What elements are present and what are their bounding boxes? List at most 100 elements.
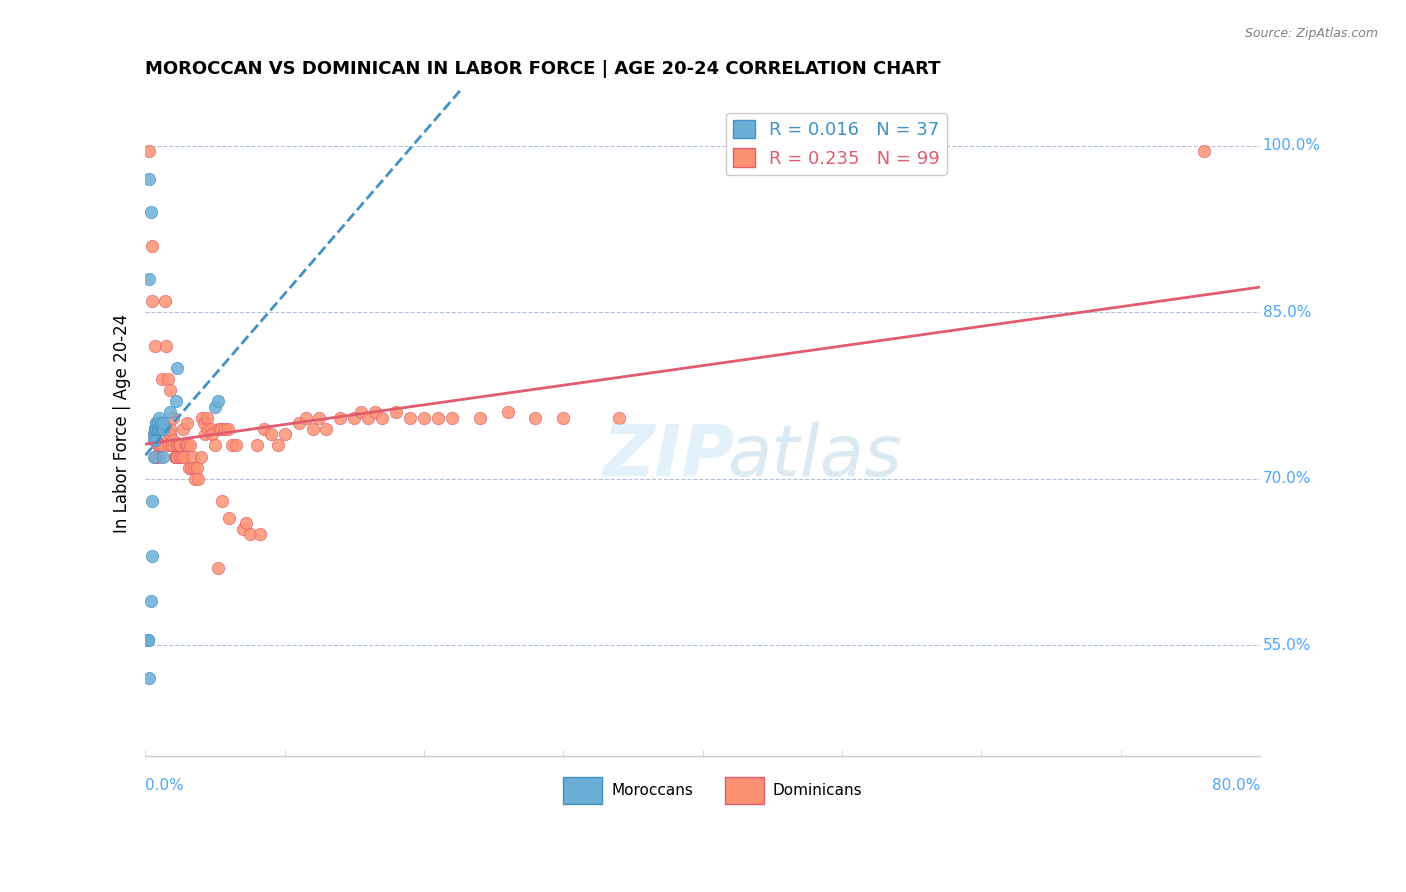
Point bbox=[218, 510, 240, 524]
Point bbox=[165, 450, 187, 464]
Point bbox=[553, 410, 575, 425]
Point bbox=[141, 494, 163, 508]
Point bbox=[211, 494, 233, 508]
Point bbox=[162, 433, 184, 447]
Point bbox=[468, 410, 491, 425]
Point bbox=[159, 427, 181, 442]
Point bbox=[426, 410, 449, 425]
Point bbox=[160, 438, 183, 452]
Point bbox=[152, 422, 174, 436]
Text: atlas: atlas bbox=[727, 422, 901, 491]
Point bbox=[150, 422, 173, 436]
Point bbox=[148, 422, 170, 436]
Point bbox=[150, 372, 173, 386]
Point bbox=[249, 527, 271, 541]
Text: 0.0%: 0.0% bbox=[145, 779, 184, 793]
Y-axis label: In Labor Force | Age 20-24: In Labor Force | Age 20-24 bbox=[114, 314, 131, 533]
Point bbox=[167, 438, 190, 452]
Point bbox=[148, 450, 170, 464]
Point bbox=[385, 405, 408, 419]
Text: MOROCCAN VS DOMINICAN IN LABOR FORCE | AGE 20-24 CORRELATION CHART: MOROCCAN VS DOMINICAN IN LABOR FORCE | A… bbox=[145, 60, 941, 78]
Point bbox=[191, 410, 214, 425]
Text: 100.0%: 100.0% bbox=[1263, 138, 1320, 153]
Point bbox=[153, 294, 176, 309]
Point bbox=[253, 422, 276, 436]
Point bbox=[350, 405, 373, 419]
FancyBboxPatch shape bbox=[564, 778, 602, 804]
Point bbox=[301, 422, 323, 436]
Point bbox=[165, 450, 187, 464]
Point bbox=[146, 438, 169, 452]
Point bbox=[1194, 145, 1216, 159]
Point bbox=[208, 422, 231, 436]
Point bbox=[142, 427, 165, 442]
Point bbox=[179, 438, 201, 452]
Point bbox=[184, 472, 207, 486]
Point bbox=[180, 460, 202, 475]
Point bbox=[145, 422, 167, 436]
Point bbox=[183, 460, 205, 475]
Point bbox=[157, 438, 180, 452]
Point bbox=[146, 422, 169, 436]
Point bbox=[496, 405, 519, 419]
Point bbox=[149, 422, 172, 436]
Point bbox=[357, 410, 380, 425]
Point bbox=[143, 450, 166, 464]
Point bbox=[294, 410, 316, 425]
Point bbox=[174, 438, 197, 452]
Point bbox=[143, 422, 166, 436]
Point bbox=[399, 410, 422, 425]
Point bbox=[181, 450, 204, 464]
Point bbox=[169, 450, 191, 464]
Point bbox=[176, 416, 198, 430]
Point bbox=[204, 400, 226, 414]
Point bbox=[143, 433, 166, 447]
Text: 80.0%: 80.0% bbox=[1212, 779, 1260, 793]
Point bbox=[142, 427, 165, 442]
Point bbox=[160, 438, 183, 452]
Text: Moroccans: Moroccans bbox=[612, 783, 693, 798]
Point bbox=[176, 438, 198, 452]
Point bbox=[146, 422, 169, 436]
Point bbox=[148, 438, 170, 452]
Point bbox=[152, 422, 174, 436]
Point bbox=[145, 450, 167, 464]
Point bbox=[172, 422, 194, 436]
Point bbox=[273, 427, 295, 442]
Point bbox=[170, 450, 193, 464]
Point bbox=[260, 427, 283, 442]
Point bbox=[138, 145, 160, 159]
Point bbox=[204, 438, 226, 452]
Point bbox=[143, 338, 166, 352]
Point bbox=[266, 438, 288, 452]
Point bbox=[150, 422, 173, 436]
Point bbox=[142, 450, 165, 464]
Point bbox=[159, 383, 181, 397]
Legend: R = 0.016   N = 37, R = 0.235   N = 99: R = 0.016 N = 37, R = 0.235 N = 99 bbox=[725, 112, 948, 175]
Text: 70.0%: 70.0% bbox=[1263, 471, 1312, 486]
Point bbox=[141, 549, 163, 564]
Point bbox=[524, 410, 547, 425]
Point bbox=[246, 438, 269, 452]
Point bbox=[190, 450, 212, 464]
Point bbox=[607, 410, 630, 425]
Point bbox=[201, 427, 224, 442]
Point bbox=[138, 272, 160, 286]
Point bbox=[159, 422, 181, 436]
Point bbox=[207, 394, 229, 409]
Point bbox=[194, 427, 217, 442]
Point bbox=[145, 416, 167, 430]
Point bbox=[149, 438, 172, 452]
Point bbox=[207, 560, 229, 574]
Point bbox=[413, 410, 436, 425]
Point bbox=[136, 632, 159, 647]
FancyBboxPatch shape bbox=[725, 778, 763, 804]
Point bbox=[145, 416, 167, 430]
Point bbox=[287, 416, 309, 430]
Point bbox=[152, 438, 174, 452]
Point bbox=[162, 410, 184, 425]
Point bbox=[152, 416, 174, 430]
Point bbox=[148, 422, 170, 436]
Text: 55.0%: 55.0% bbox=[1263, 638, 1312, 653]
Point bbox=[146, 416, 169, 430]
